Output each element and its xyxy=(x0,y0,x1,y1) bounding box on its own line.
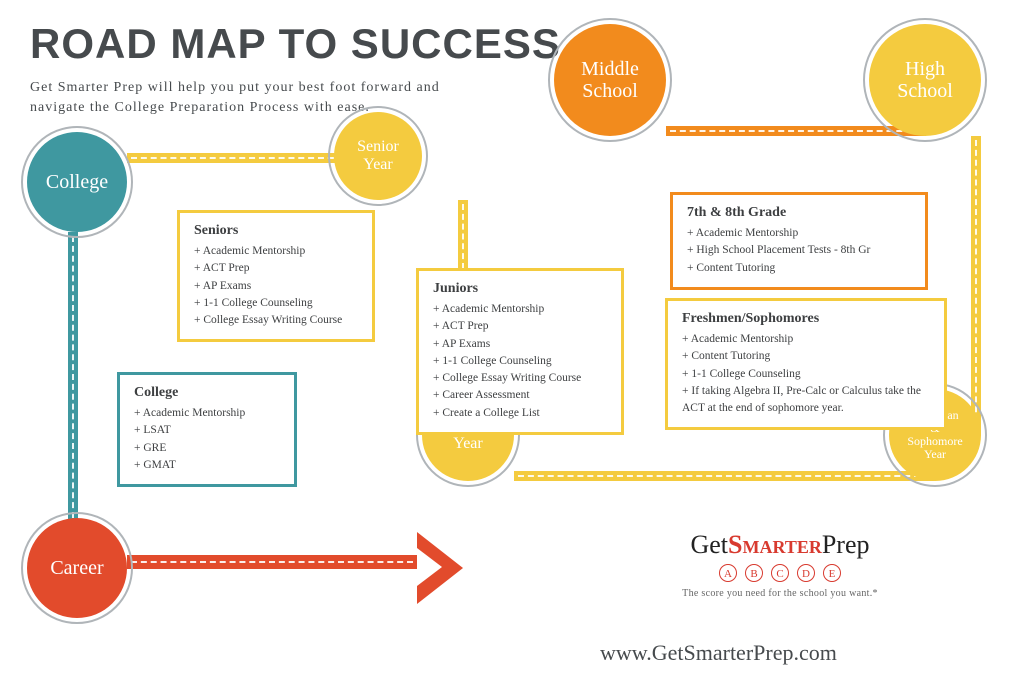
box-college: College + Academic Mentorship+ LSAT+ GRE+… xyxy=(117,372,297,487)
box-item: + Academic Mentorship xyxy=(433,301,607,318)
box-grade78: 7th & 8th Grade + Academic Mentorship+ Hi… xyxy=(670,192,928,290)
box-juniors: Juniors+ Academic Mentorship+ ACT Prep+ … xyxy=(416,268,624,435)
box-item: + GMAT xyxy=(134,457,280,474)
box-item: + ACT Prep xyxy=(194,260,358,277)
box-title: 7th & 8th Grade xyxy=(687,205,911,221)
box-title: Freshmen/Sophomores xyxy=(682,311,930,327)
box-item: + 1-1 College Counseling xyxy=(682,366,930,383)
box-item: + Academic Mentorship xyxy=(682,331,930,348)
box-title: College xyxy=(134,385,280,401)
box-item: + Academic Mentorship xyxy=(687,225,911,242)
brand-logo: GetSmarterPrep ABCDE The score you need … xyxy=(620,530,940,599)
page-subtitle: Get Smarter Prep will help you put your … xyxy=(30,78,550,119)
logo-grade-c: C xyxy=(771,564,789,582)
node-senior-year: Senior Year xyxy=(334,112,422,200)
node-middle-school: Middle School xyxy=(554,24,666,136)
node-college: College xyxy=(27,132,127,232)
path-segment xyxy=(514,471,934,481)
box-item: + Career Assessment xyxy=(433,387,607,404)
box-item: + AP Exams xyxy=(433,336,607,353)
node-high-school: High School xyxy=(869,24,981,136)
box-item: + Academic Mentorship xyxy=(194,243,358,260)
box-item: + Create a College List xyxy=(433,405,607,422)
box-item: + Content Tutoring xyxy=(682,348,930,365)
box-item: + If taking Algebra II, Pre-Calc or Calc… xyxy=(682,383,930,418)
box-item: + 1-1 College Counseling xyxy=(194,295,358,312)
logo-smarter: Smarter xyxy=(728,530,822,559)
logo-grade-b: B xyxy=(745,564,763,582)
path-segment xyxy=(68,232,78,522)
box-item: + Content Tutoring xyxy=(687,260,911,277)
box-fresh-soph: Freshmen/Sophomores + Academic Mentorship… xyxy=(665,298,947,430)
box-item: + 1-1 College Counseling xyxy=(433,353,607,370)
logo-grade-icons: ABCDE xyxy=(620,564,940,582)
box-item: + ACT Prep xyxy=(433,318,607,335)
path-segment xyxy=(127,555,417,569)
box-item: + AP Exams xyxy=(194,278,358,295)
box-title: Seniors xyxy=(194,223,358,239)
page-title: ROAD MAP TO SUCCESS xyxy=(30,20,561,68)
logo-tagline: The score you need for the school you wa… xyxy=(620,588,940,599)
logo-prep: Prep xyxy=(822,530,870,559)
box-item: + College Essay Writing Course xyxy=(194,312,358,329)
box-item: + Academic Mentorship xyxy=(134,405,280,422)
path-segment xyxy=(971,136,981,436)
logo-grade-a: A xyxy=(719,564,737,582)
node-career: Career xyxy=(27,518,127,618)
logo-wordmark: GetSmarterPrep xyxy=(620,530,940,560)
box-item: + College Essay Writing Course xyxy=(433,370,607,387)
logo-grade-e: E xyxy=(823,564,841,582)
box-seniors: Seniors+ Academic Mentorship+ ACT Prep+ … xyxy=(177,210,375,342)
box-item: + High School Placement Tests - 8th Gr xyxy=(687,242,911,259)
box-title: Juniors xyxy=(433,281,607,297)
brand-url: www.GetSmarterPrep.com xyxy=(600,640,837,666)
logo-grade-d: D xyxy=(797,564,815,582)
box-item: + GRE xyxy=(134,440,280,457)
logo-get: Get xyxy=(690,530,728,559)
box-item: + LSAT xyxy=(134,422,280,439)
